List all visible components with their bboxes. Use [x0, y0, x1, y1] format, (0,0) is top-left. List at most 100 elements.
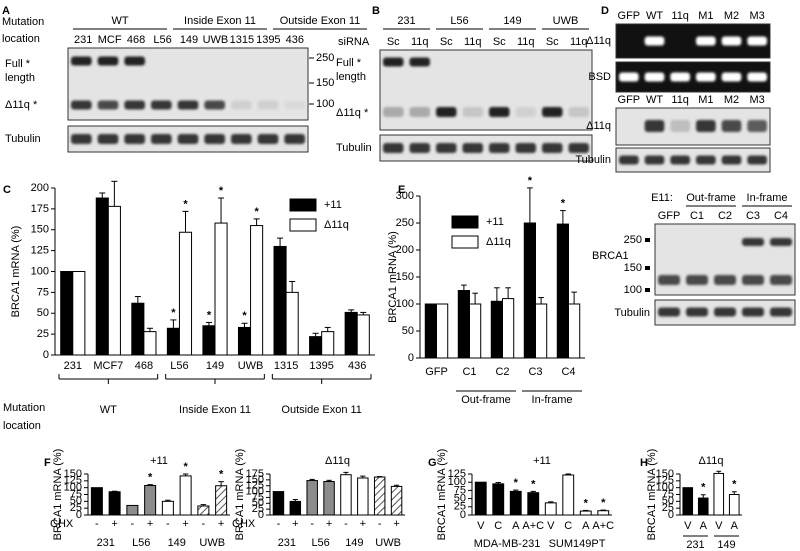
y-tick-label: 300: [396, 190, 414, 202]
group-label: 149: [168, 537, 186, 549]
bar: [178, 231, 193, 356]
band-label: Δ11q *: [5, 99, 38, 111]
panel-letter: B: [372, 5, 380, 17]
bar: [527, 492, 540, 516]
panel-letter: E: [398, 184, 405, 196]
bar: [285, 291, 299, 356]
bar: [321, 331, 335, 356]
band: [124, 134, 145, 144]
x-tick-label: +: [147, 518, 153, 530]
legend-swatch: [451, 215, 479, 229]
bar: [544, 502, 557, 516]
group-label: Outside Exon 11: [280, 15, 361, 27]
lane-label: 149: [180, 34, 198, 46]
x-tick-label: +: [218, 518, 224, 530]
group-label: 149: [503, 15, 521, 27]
y-tick-label: 0: [408, 352, 414, 364]
y-tick-label: 125: [64, 475, 82, 487]
bar: [306, 480, 318, 516]
group-label: SUM149PT: [549, 538, 606, 550]
panel-letter: H: [640, 457, 648, 469]
band: [542, 107, 563, 117]
band: [644, 36, 665, 46]
lane-label: 1315: [230, 34, 254, 46]
lane-label: M2: [724, 94, 739, 106]
x-tick-label: -: [378, 518, 382, 530]
bar: [502, 298, 515, 359]
significance-star: *: [584, 497, 589, 509]
lane-label: MCF: [98, 34, 122, 46]
band: [714, 307, 736, 317]
caption: Mutation: [3, 402, 45, 414]
band-label: Full *: [5, 58, 31, 70]
band: [124, 100, 145, 110]
band: [770, 275, 792, 285]
chart-title: +11: [150, 455, 168, 467]
bar: [272, 491, 285, 516]
band: [670, 72, 690, 82]
x-caption: CHX: [50, 518, 74, 530]
significance-star: *: [732, 479, 737, 491]
x-tick-label: A: [512, 520, 520, 532]
y-tick-label: 75: [454, 484, 466, 496]
lane-label: WT: [646, 10, 663, 22]
bar: [697, 497, 709, 516]
bar: [214, 222, 228, 356]
group-label: Outside Exon 11: [281, 404, 362, 416]
x-tick-label: C2: [495, 366, 509, 378]
x-tick-label: C: [494, 520, 502, 532]
marker-label: 100: [624, 284, 642, 296]
x-caption: CHX: [232, 518, 256, 530]
significance-star: *: [531, 478, 536, 490]
x-tick-label: -: [166, 518, 170, 530]
bar: [509, 490, 522, 516]
band-label: Tubulin: [336, 142, 372, 154]
bar: [682, 487, 694, 516]
band: [747, 36, 767, 46]
bar: [523, 222, 537, 359]
x-tick-label: A: [582, 520, 590, 532]
band: [658, 307, 680, 317]
lane-label: C2: [718, 210, 732, 222]
bar: [562, 474, 575, 516]
chart-title: +11: [533, 455, 551, 467]
group-label: In-frame: [532, 394, 573, 406]
bar: [713, 472, 725, 516]
lane-label: C3: [746, 210, 760, 222]
band-label: length: [336, 71, 366, 83]
y-tick-label: 150: [31, 224, 49, 236]
y-tick-label: 25: [454, 501, 466, 513]
x-tick-label: +: [182, 518, 188, 530]
y-tick-label: 100: [31, 265, 49, 277]
y-tick-label: 125: [448, 468, 466, 480]
band: [409, 107, 430, 117]
panel-letter: C: [3, 184, 11, 196]
band: [124, 56, 145, 66]
x-tick-label: C3: [528, 366, 542, 378]
band: [151, 100, 172, 110]
lane-label: 11q: [464, 36, 482, 48]
legend-swatch: [451, 235, 479, 249]
significance-star: *: [219, 469, 224, 481]
bar: [356, 314, 370, 356]
lane-label: 1395: [256, 34, 280, 46]
band: [747, 120, 767, 132]
group-label: 231: [278, 537, 296, 549]
band: [670, 120, 690, 132]
x-tick-label: L56: [170, 360, 188, 372]
band: [515, 143, 536, 153]
x-tick-label: V: [477, 520, 485, 532]
bar: [126, 504, 139, 516]
y-tick-label: 200: [31, 182, 49, 194]
bar: [344, 311, 358, 356]
bar: [250, 225, 264, 356]
band: [721, 36, 742, 46]
caption: location: [2, 33, 40, 45]
band: [204, 100, 225, 110]
group-label: L56: [450, 15, 468, 27]
y-tick-label: 150: [246, 474, 264, 486]
bar: [143, 331, 157, 356]
band: [568, 107, 589, 117]
bar: [273, 245, 287, 356]
panel-letter: D: [601, 5, 609, 17]
